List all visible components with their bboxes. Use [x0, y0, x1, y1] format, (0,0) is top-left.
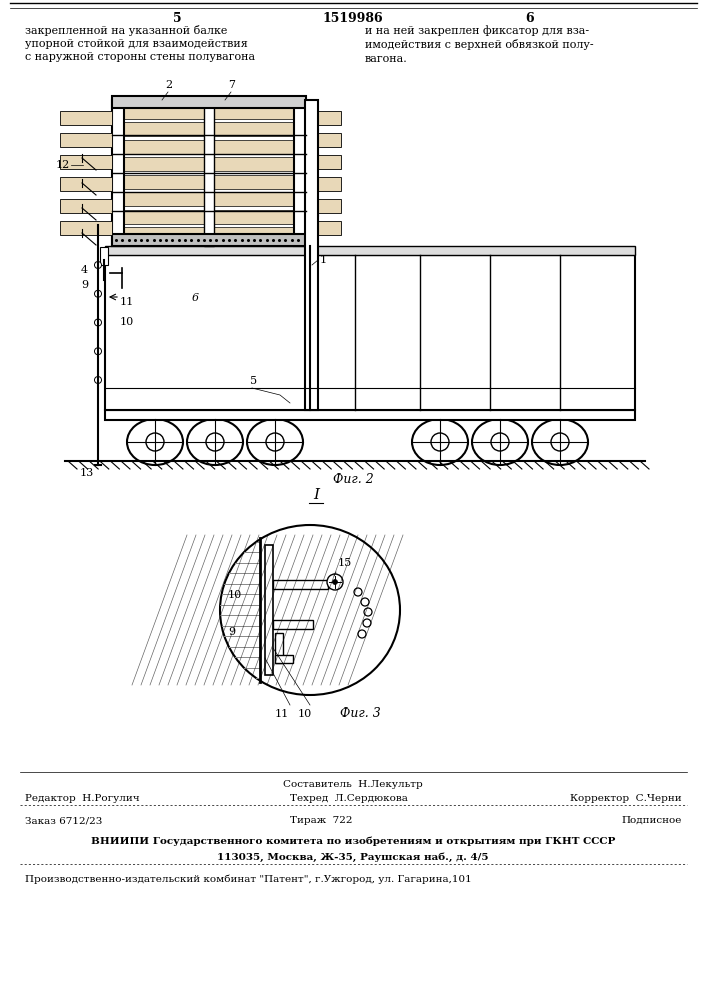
Bar	[122, 157, 296, 171]
Bar	[306, 199, 341, 213]
Bar	[122, 105, 296, 119]
Bar	[294, 100, 306, 246]
Bar	[306, 177, 341, 191]
Circle shape	[95, 290, 102, 297]
Circle shape	[95, 348, 102, 355]
Bar	[275, 633, 283, 663]
Text: 4: 4	[81, 265, 88, 275]
Bar	[105, 255, 635, 410]
Circle shape	[95, 261, 102, 268]
Text: 6: 6	[526, 12, 534, 25]
Text: 2: 2	[165, 80, 172, 90]
Text: 7: 7	[228, 80, 235, 90]
Bar	[60, 111, 112, 125]
Bar	[60, 177, 112, 191]
Ellipse shape	[247, 419, 303, 465]
Bar	[306, 221, 341, 235]
Bar	[122, 140, 296, 154]
Circle shape	[358, 630, 366, 638]
Circle shape	[266, 433, 284, 451]
Text: 9: 9	[228, 627, 235, 637]
Bar	[60, 199, 112, 213]
Bar	[122, 175, 296, 189]
Text: Редактор  Н.Рогулич: Редактор Н.Рогулич	[25, 794, 139, 803]
Text: 113035, Москва, Ж-35, Раушская наб., д. 4/5: 113035, Москва, Ж-35, Раушская наб., д. …	[217, 852, 489, 862]
Text: Фиг. 2: Фиг. 2	[332, 473, 373, 486]
Circle shape	[361, 598, 369, 606]
Bar	[306, 155, 341, 169]
Bar	[60, 221, 112, 235]
Text: 10: 10	[228, 590, 243, 600]
Text: Производственно-издательский комбинат "Патент", г.Ужгород, ул. Гагарина,101: Производственно-издательский комбинат "П…	[25, 875, 472, 884]
Text: 6: 6	[192, 293, 199, 303]
Text: закрепленной на указанной балке
упорной стойкой для взаимодействия
с наружной ст: закрепленной на указанной балке упорной …	[25, 25, 255, 62]
Bar	[265, 545, 273, 675]
Circle shape	[431, 433, 449, 451]
Bar	[105, 246, 635, 255]
Bar	[275, 655, 293, 663]
Text: 1: 1	[320, 255, 327, 265]
Text: 10: 10	[298, 709, 312, 719]
Bar	[100, 247, 108, 265]
Circle shape	[95, 376, 102, 383]
Bar	[273, 620, 313, 629]
Text: Тираж  722: Тираж 722	[290, 816, 353, 825]
Ellipse shape	[412, 419, 468, 465]
Text: Заказ 6712/23: Заказ 6712/23	[25, 816, 103, 825]
Text: Корректор  С.Черни: Корректор С.Черни	[571, 794, 682, 803]
Bar	[60, 155, 112, 169]
Circle shape	[332, 580, 337, 584]
Bar	[306, 133, 341, 147]
Bar	[105, 410, 635, 420]
Bar	[122, 210, 296, 224]
Text: 11: 11	[120, 297, 134, 307]
Ellipse shape	[472, 419, 528, 465]
Bar	[112, 96, 306, 108]
Text: 11: 11	[275, 709, 289, 719]
Text: 5: 5	[173, 12, 181, 25]
Circle shape	[206, 433, 224, 451]
Circle shape	[363, 619, 371, 627]
Text: и на ней закреплен фиксатор для вза-
имодействия с верхней обвязкой полу-
вагона: и на ней закреплен фиксатор для вза- имо…	[365, 25, 594, 64]
Text: Составитель  Н.Лекультр: Составитель Н.Лекультр	[283, 780, 423, 789]
Bar	[112, 100, 124, 246]
Text: 12: 12	[56, 160, 70, 170]
Bar	[122, 227, 296, 241]
Ellipse shape	[532, 419, 588, 465]
Text: 5: 5	[250, 376, 257, 386]
Bar	[122, 192, 296, 206]
Circle shape	[364, 608, 372, 616]
Circle shape	[327, 574, 343, 590]
Bar	[305, 100, 318, 410]
Circle shape	[95, 319, 102, 326]
Circle shape	[491, 433, 509, 451]
Text: Техред  Л.Сердюкова: Техред Л.Сердюкова	[290, 794, 408, 803]
Circle shape	[354, 588, 362, 596]
Text: 9: 9	[81, 280, 88, 290]
Bar	[122, 122, 296, 136]
Text: ВНИИПИ Государственного комитета по изобретениям и открытиям при ГКНТ СССР: ВНИИПИ Государственного комитета по изоб…	[90, 836, 615, 846]
Bar	[273, 580, 328, 589]
Bar	[112, 234, 306, 246]
Text: I: I	[313, 488, 319, 502]
Bar	[204, 100, 214, 246]
Circle shape	[551, 433, 569, 451]
Ellipse shape	[187, 419, 243, 465]
Text: Подписное: Подписное	[621, 816, 682, 825]
Circle shape	[146, 433, 164, 451]
Text: Фиг. 3: Фиг. 3	[340, 707, 381, 720]
Text: 15: 15	[338, 558, 352, 568]
Bar	[306, 111, 341, 125]
Bar	[60, 133, 112, 147]
Text: 1519986: 1519986	[322, 12, 383, 25]
Ellipse shape	[127, 419, 183, 465]
Ellipse shape	[220, 525, 400, 695]
Text: 13: 13	[80, 468, 94, 478]
Text: 10: 10	[120, 317, 134, 327]
